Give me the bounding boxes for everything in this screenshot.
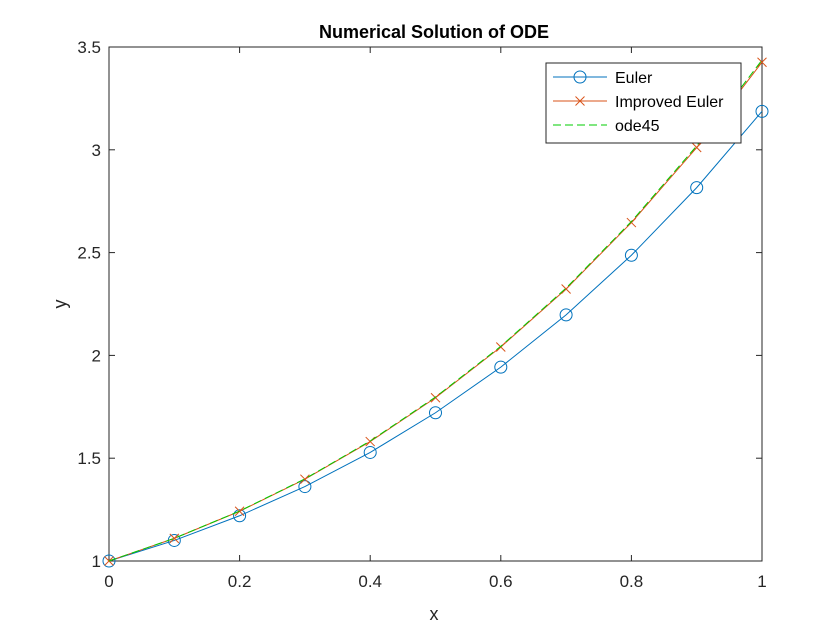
y-axis-label: y	[50, 300, 70, 309]
legend-label: ode45	[615, 118, 660, 135]
legend-marker	[575, 96, 585, 106]
chart-title: Numerical Solution of ODE	[319, 22, 549, 42]
data-point-euler	[559, 308, 573, 322]
legend-item-euler: Euler	[553, 70, 653, 87]
cross-stroke	[575, 96, 585, 106]
y-tick-label: 3	[92, 141, 101, 160]
cross-stroke	[626, 217, 637, 228]
x-tick-label: 1	[757, 572, 766, 591]
data-point-improved-euler	[757, 57, 767, 68]
data-point-euler	[429, 406, 442, 420]
series-layer	[102, 57, 769, 568]
legend-marker	[573, 70, 587, 84]
tick-group: 0 0.2 0.4 0.6 0.8 1 1 1.5 2 2.5 3 3.5	[77, 38, 766, 591]
x-tick-label: 0	[104, 572, 113, 591]
data-point-improved-euler	[430, 392, 441, 403]
cross-stroke	[300, 474, 310, 485]
data-point-improved-euler	[495, 342, 506, 352]
axes-box	[108, 46, 763, 562]
data-point-improved-euler	[626, 217, 637, 228]
data-point-euler	[624, 248, 638, 262]
data-point-euler	[363, 445, 377, 459]
series-euler	[102, 104, 769, 568]
data-point-euler	[755, 104, 769, 118]
data-point-euler	[102, 554, 116, 568]
axes-frame	[108, 46, 763, 562]
legend-label: Improved Euler	[615, 94, 724, 111]
y-tick-label: 2.5	[77, 244, 101, 263]
x-axis-label: x	[430, 604, 439, 624]
cross-stroke	[691, 142, 702, 153]
x-tick-label: 0.6	[489, 572, 513, 591]
x-tick-label: 0.2	[228, 572, 252, 591]
legend-item-improved-euler: Improved Euler	[553, 94, 724, 111]
cross-stroke	[495, 342, 506, 352]
series-improved-euler	[104, 57, 767, 566]
data-point-euler	[233, 509, 247, 523]
data-point-improved-euler	[691, 142, 702, 153]
data-point-euler	[494, 360, 508, 374]
data-point-improved-euler	[561, 284, 571, 294]
legend: Euler Improved Euler ode45	[545, 62, 742, 144]
x-tick-label: 0.8	[620, 572, 644, 591]
cross-stroke	[757, 57, 767, 68]
legend-item-ode45: ode45	[553, 118, 660, 135]
y-tick-label: 2	[92, 346, 101, 365]
series-line-euler	[108, 111, 763, 562]
series-line-ode45	[108, 59, 763, 562]
cross-stroke	[430, 392, 441, 403]
cross-stroke	[561, 284, 571, 294]
data-point-improved-euler	[300, 474, 310, 485]
legend-label: Euler	[615, 70, 653, 87]
data-point-improved-euler	[169, 533, 180, 544]
data-point-euler	[298, 480, 312, 494]
y-tick-label: 3.5	[77, 38, 101, 57]
series-ode45	[108, 59, 763, 562]
x-tick-label: 0.4	[358, 572, 382, 591]
y-tick-label: 1	[92, 552, 101, 571]
data-point-euler	[690, 181, 704, 195]
cross-stroke	[169, 533, 180, 544]
y-tick-label: 1.5	[77, 449, 101, 468]
